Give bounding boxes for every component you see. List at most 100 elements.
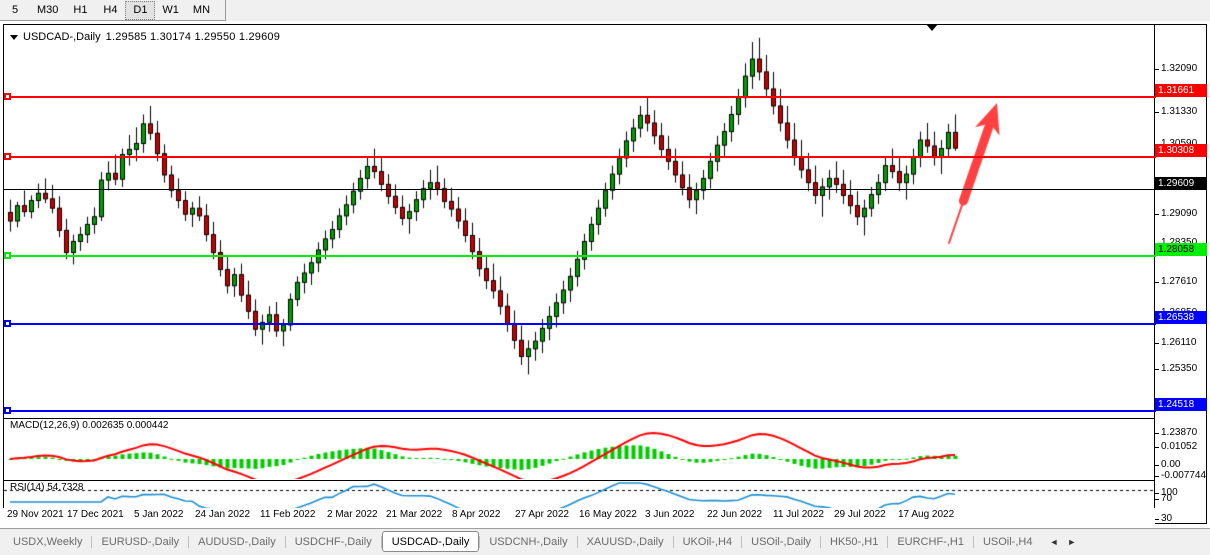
tick-label: 1.27610 xyxy=(1161,276,1198,287)
tab-separator xyxy=(284,536,286,548)
indicator-axis-value: 0.00 xyxy=(1161,459,1181,470)
tick-dash xyxy=(1155,476,1159,477)
toolbar-divider xyxy=(225,0,227,20)
chart-tab-xauusd-daily[interactable]: XAUUSD-,Daily xyxy=(586,536,664,548)
indicator-axis-value: 0.01052 xyxy=(1161,441,1198,452)
triangle-down-icon[interactable] xyxy=(10,34,18,40)
chart-tab-usdcnh-daily[interactable]: USDCNH-,Daily xyxy=(489,536,568,548)
chart-tab-bar: USDX,Weekly EURUSD-,Daily AUDUSD-,Daily USD… xyxy=(0,528,1210,555)
timeframe-toolbar: 5 M30 H1 H4 D1 W1 MN xyxy=(0,0,1210,21)
tick-dash xyxy=(1155,447,1159,448)
symbol-header: USDCAD-,Daily 1.29585 1.30174 1.29550 1.… xyxy=(10,31,280,43)
price-tick: 1.26110 xyxy=(1155,337,1207,349)
tick-dash xyxy=(1155,465,1159,466)
tick-label: 1.28350 xyxy=(1161,237,1197,249)
date-axis-label: 5 Jan 2022 xyxy=(134,509,184,520)
indicator-axis-label: 100 xyxy=(1155,487,1207,499)
chart-tab-eurchf-h1[interactable]: EURCHF-,H1 xyxy=(897,536,964,548)
price-tick: 1.32090 xyxy=(1155,63,1207,75)
price-badge-support[interactable]: 1.28058 xyxy=(1155,243,1207,256)
toolbar-empty-area xyxy=(226,0,1210,21)
rsi-label: RSI(14) 54.7328 xyxy=(10,482,84,493)
tab-separator xyxy=(380,536,382,548)
level-drag-handle[interactable] xyxy=(4,320,11,327)
level-line-stroke xyxy=(4,410,1156,412)
tick-label: 1.25350 xyxy=(1161,363,1198,374)
indicator-axis-value: 30 xyxy=(1161,513,1173,524)
timeframe-button-5[interactable]: 5 xyxy=(11,4,19,16)
price-badge-resistance[interactable]: 1.30308 xyxy=(1155,144,1207,157)
tab-separator xyxy=(188,536,190,548)
price-badge-support[interactable]: 1.26538 xyxy=(1155,311,1207,324)
tick-dash xyxy=(1155,369,1159,370)
price-tick: 1.27610 xyxy=(1155,276,1207,288)
indicator-axis-value: 100 xyxy=(1161,487,1178,498)
price-tick: 1.23870 xyxy=(1155,427,1207,439)
date-axis-label: 17 Dec 2021 xyxy=(67,509,124,520)
date-axis-label: 21 Mar 2022 xyxy=(386,509,443,520)
tab-separator xyxy=(672,536,674,548)
macd-label: MACD(12,26,9) 0.002635 0.000442 xyxy=(10,420,169,431)
scroll-right-icon[interactable]: ► xyxy=(1067,536,1077,547)
date-axis-label: 16 May 2022 xyxy=(579,509,637,520)
tick-dash xyxy=(1155,433,1159,434)
price-badge-resistance[interactable]: 1.31661 xyxy=(1155,84,1207,97)
level-drag-handle[interactable] xyxy=(4,252,11,259)
chart-tab-hk50-h1[interactable]: HK50-,H1 xyxy=(830,536,879,548)
chart-tab-audusd-daily[interactable]: AUDUSD-,Daily xyxy=(198,536,276,548)
tab-separator xyxy=(820,536,822,548)
tick-label: 1.30590 xyxy=(1161,138,1197,150)
tick-dash xyxy=(1155,499,1159,500)
date-axis-label: 2 Mar 2022 xyxy=(327,509,378,520)
level-drag-handle[interactable] xyxy=(4,153,11,160)
level-drag-handle[interactable] xyxy=(4,93,11,100)
tab-separator xyxy=(741,536,743,548)
chart-tab-usdchf-daily[interactable]: USDCHF-,Daily xyxy=(294,536,372,548)
timeframe-button-h4[interactable]: H4 xyxy=(103,4,118,16)
tick-label: 1.31330 xyxy=(1161,106,1198,117)
date-axis-label: 29 Nov 2021 xyxy=(7,509,64,520)
date-axis-label: 3 Jun 2022 xyxy=(645,509,695,520)
tab-separator xyxy=(91,536,93,548)
timeframe-button-w1[interactable]: W1 xyxy=(162,4,179,16)
price-badge-support[interactable]: 1.24518 xyxy=(1155,398,1207,411)
price-badge-last-price[interactable]: 1.29609 xyxy=(1155,177,1207,190)
indicator-axis-label: 0.01052 xyxy=(1155,441,1207,453)
chart-tab-usdcad-daily[interactable]: USDCAD-,Daily xyxy=(381,531,480,552)
price-pane[interactable] xyxy=(4,25,1156,417)
tick-label: 1.23870 xyxy=(1161,427,1198,438)
indicator-axis-label: -0.007744 xyxy=(1155,470,1207,482)
tick-dash xyxy=(1155,519,1159,520)
level-drag-handle[interactable] xyxy=(4,407,11,414)
chart-tab-usdx-weekly[interactable]: USDX,Weekly xyxy=(13,536,83,548)
tab-separator xyxy=(576,536,578,548)
candlestick-canvas[interactable] xyxy=(4,25,1156,417)
indicator-axis-value: 70 xyxy=(1161,493,1173,504)
timeframe-button-m30[interactable]: M30 xyxy=(37,4,59,16)
chart-tab-usoil-daily[interactable]: USOil-,Daily xyxy=(751,536,812,548)
chart-tab-usoil-h4[interactable]: USOil-,H4 xyxy=(982,536,1033,548)
price-tick: 1.25350 xyxy=(1155,363,1207,375)
indicator-axis-value: -0.007744 xyxy=(1161,470,1207,481)
tab-scroll-controls[interactable]: ◄ ► xyxy=(1041,529,1084,555)
tick-dash xyxy=(1155,282,1159,283)
scroll-left-icon[interactable]: ◄ xyxy=(1049,536,1059,547)
chart-tab-eurusd-daily[interactable]: EURUSD-,Daily xyxy=(101,536,180,548)
date-axis-label: 24 Jan 2022 xyxy=(195,509,251,520)
triangle-down-marker-icon[interactable] xyxy=(926,24,938,31)
date-axis-label: 11 Feb 2022 xyxy=(260,509,316,520)
symbol-label: USDCAD-,Daily xyxy=(23,31,101,43)
chart-tab-ukoil-h4[interactable]: UKOil-,H4 xyxy=(682,536,733,548)
timeframe-button-d1[interactable]: D1 xyxy=(125,0,156,20)
indicator-axis-label: 30 xyxy=(1155,513,1207,525)
chart-frame[interactable]: USDCAD-,Daily 1.29585 1.30174 1.29550 1.… xyxy=(3,24,1207,524)
macd-pane[interactable]: MACD(12,26,9) 0.002635 0.000442 xyxy=(4,419,1156,479)
indicator-axis-label: 0.00 xyxy=(1155,459,1207,471)
timeframe-button-h1[interactable]: H1 xyxy=(73,4,88,16)
date-axis-label: 11 Jul 2022 xyxy=(773,509,824,520)
timeframe-button-mn[interactable]: MN xyxy=(192,4,211,16)
price-tick: 1.29090 xyxy=(1155,208,1207,220)
ohlc-values: 1.29585 1.30174 1.29550 1.29609 xyxy=(105,31,281,43)
price-axis[interactable]: 1.320901.313301.305901.298501.290901.283… xyxy=(1154,25,1207,525)
